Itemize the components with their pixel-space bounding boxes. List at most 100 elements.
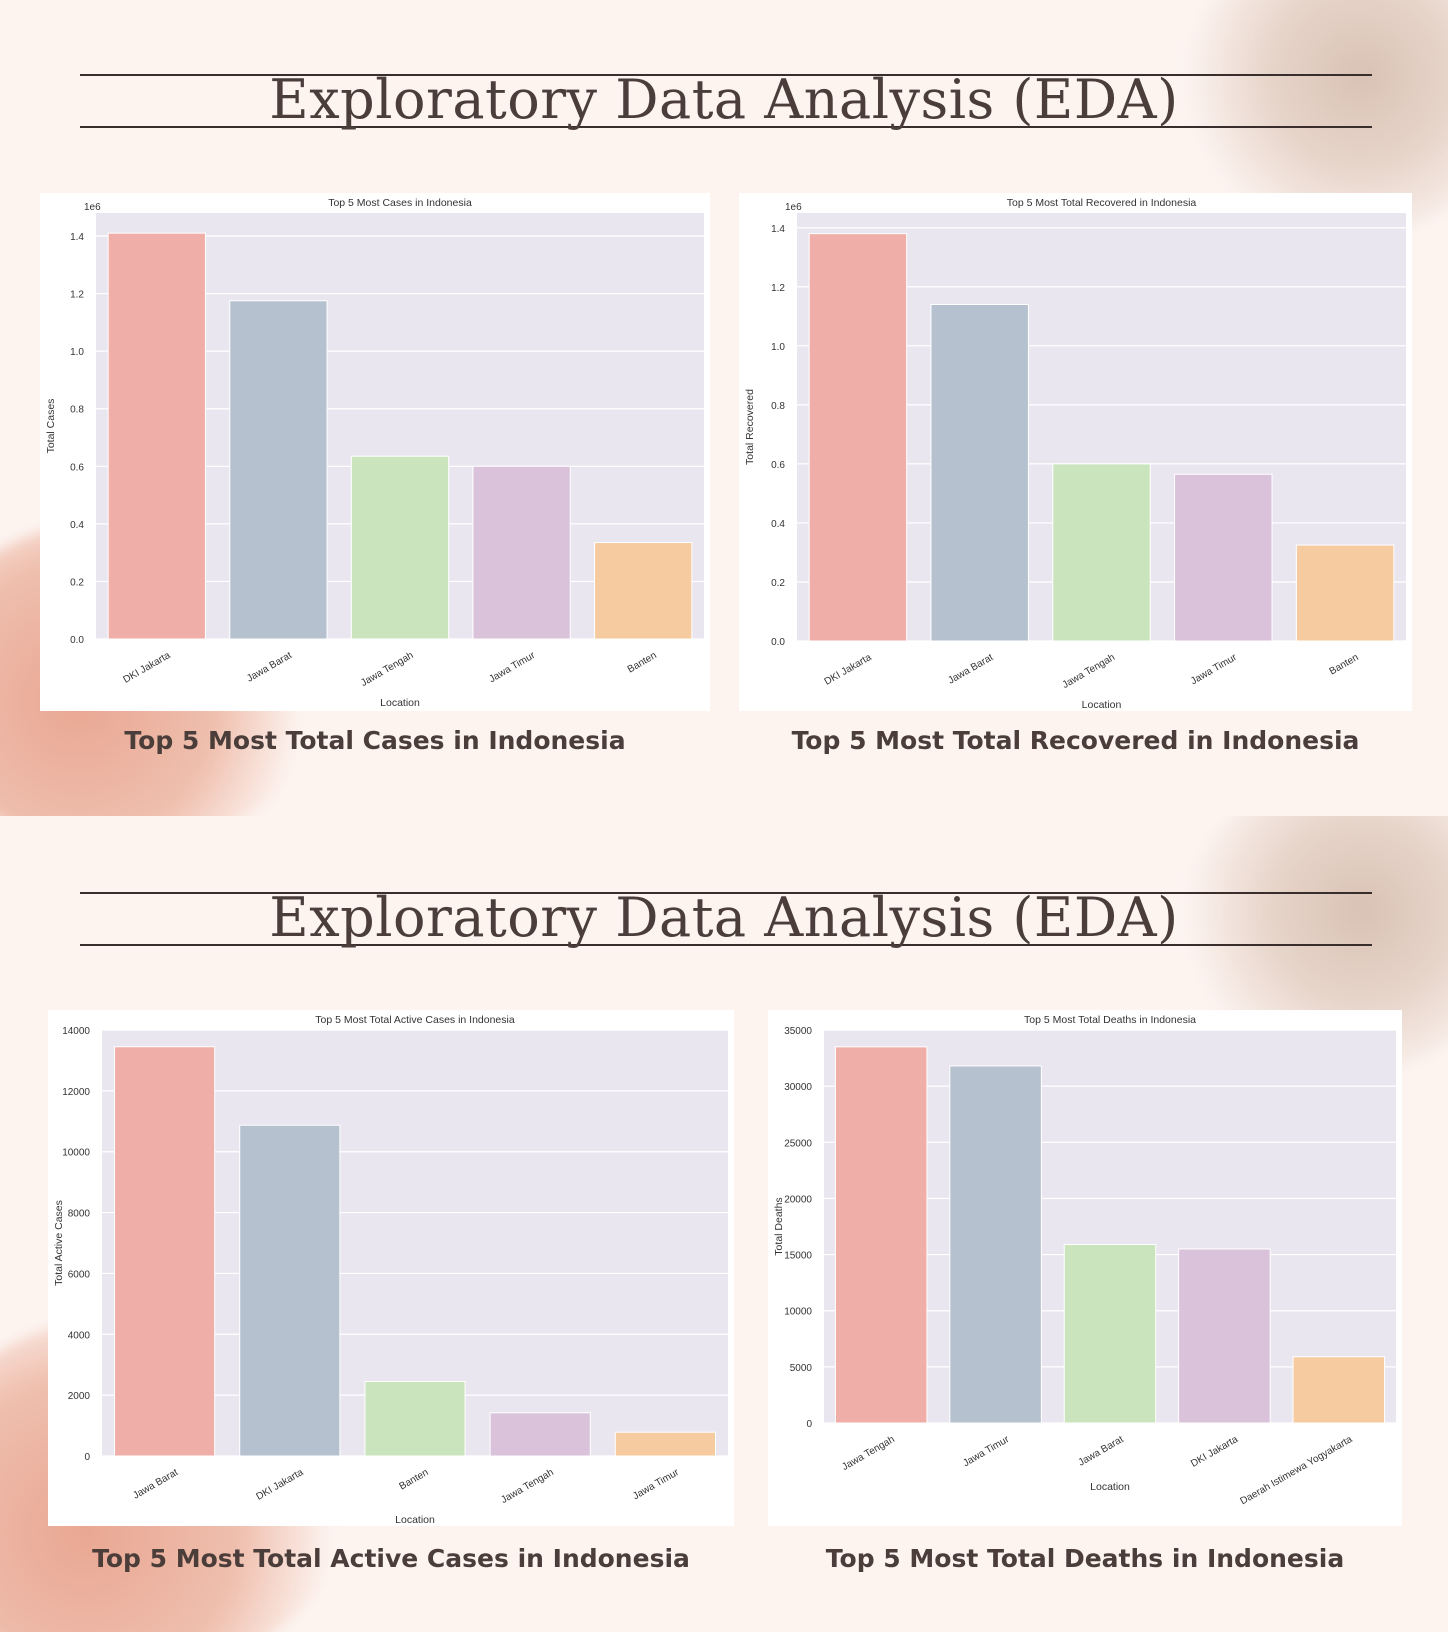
- y-tick-label: 1.4: [771, 224, 785, 235]
- chart-total-recovered: 0.0 0.2 0.4 0.6 0.8 1.0 1.2 1.4 DKI Jakarta Jawa …: [744, 197, 1406, 711]
- chart-title: Top 5 Most Cases in Indonesia: [328, 197, 472, 209]
- heading-rule-top: [80, 892, 1372, 894]
- bar: [107, 232, 206, 640]
- x-tick-label: Jawa Timur: [487, 650, 537, 685]
- y-tick-label: 0.8: [771, 401, 785, 412]
- bar: [364, 1380, 466, 1457]
- x-tick-label: Banten: [1328, 652, 1361, 677]
- y-tick-label: 35000: [784, 1026, 812, 1037]
- x-tick-label: DKI Jakarta: [122, 650, 173, 686]
- slide-1: Exploratory Data Analysis (EDA) 0.0 0.2 0.…: [0, 0, 1448, 816]
- x-tick-label: Jawa Tengah: [499, 1467, 555, 1506]
- x-tick-label: DKI Jakarta: [823, 652, 874, 688]
- chart-title: Top 5 Most Total Deaths in Indonesia: [1024, 1014, 1196, 1026]
- bar: [350, 455, 450, 640]
- y-tick-label: 15000: [784, 1251, 812, 1262]
- x-tick-label: Jawa Barat: [946, 652, 995, 687]
- chart-title: Top 5 Most Total Recovered in Indonesia: [1007, 197, 1197, 209]
- y-tick-label: 25000: [784, 1138, 812, 1149]
- y-axis-label: Total Recovered: [744, 389, 756, 465]
- y-tick-label: 1.0: [771, 342, 785, 353]
- y-tick-label: 20000: [784, 1194, 812, 1205]
- bar: [114, 1046, 216, 1457]
- bar: [930, 304, 1029, 642]
- y-tick-label: 10000: [784, 1307, 812, 1318]
- bar: [834, 1046, 928, 1424]
- chart-caption: Top 5 Most Total Recovered in Indonesia: [791, 726, 1360, 755]
- y-tick-label: 0.6: [70, 462, 84, 473]
- chart-caption: Top 5 Most Total Cases in Indonesia: [124, 726, 626, 755]
- y-axis-label: Total Deaths: [773, 1197, 785, 1255]
- chart-card-total-recovered: 0.0 0.2 0.4 0.6 0.8 1.0 1.2 1.4 DKI Jakarta Jawa …: [739, 193, 1412, 711]
- x-tick-label: Jawa Timur: [961, 1434, 1011, 1469]
- y-tick-label: 0.4: [771, 519, 785, 530]
- slide-2: Exploratory Data Analysis (EDA) 0 2000 400…: [0, 816, 1448, 1632]
- y-tick-label: 1.2: [771, 283, 785, 294]
- chart-caption: Top 5 Most Total Active Cases in Indones…: [92, 1544, 690, 1573]
- chart-active-cases: 0 2000 4000 6000 8000 10000 12000 14000 Jawa Bar…: [53, 1014, 728, 1526]
- chart-card-active-cases: 0 2000 4000 6000 8000 10000 12000 14000 Jawa Bar…: [48, 1010, 734, 1526]
- chart-caption: Top 5 Most Total Deaths in Indonesia: [825, 1544, 1345, 1573]
- y-tick-label: 8000: [68, 1209, 91, 1220]
- x-axis-label: Location: [1090, 1481, 1130, 1493]
- chart-total-cases: 0.0 0.2 0.4 0.6 0.8 1.0 1.2 1.4 DKI Jakarta Jawa …: [45, 197, 704, 709]
- y-tick-label: 1.2: [70, 290, 84, 301]
- x-tick-label: Jawa Tengah: [840, 1434, 896, 1473]
- page-title: Exploratory Data Analysis (EDA): [269, 68, 1179, 131]
- y-tick-label: 0.2: [70, 577, 84, 588]
- bar: [1063, 1243, 1157, 1424]
- bar: [614, 1431, 716, 1457]
- bar: [489, 1412, 591, 1457]
- y-tick-label: 1.4: [70, 232, 84, 243]
- bar: [1178, 1248, 1271, 1424]
- y-tick-label: 30000: [784, 1082, 812, 1093]
- bar: [472, 465, 571, 640]
- y-axis-label: Total Active Cases: [53, 1200, 65, 1286]
- x-tick-label: DKI Jakarta: [255, 1467, 306, 1503]
- chart-total-deaths: 0 5000 10000 15000 20000 25000 30000 35000 Jawa …: [773, 1014, 1396, 1507]
- y-tick-label: 6000: [68, 1269, 91, 1280]
- y-tick-label: 0.0: [771, 637, 785, 648]
- bar: [594, 542, 693, 640]
- x-tick-label: Jawa Timur: [1189, 652, 1239, 687]
- chart-card-total-deaths: 0 5000 10000 15000 20000 25000 30000 35000 Jawa …: [768, 1010, 1402, 1526]
- x-tick-label: Jawa Barat: [131, 1467, 180, 1502]
- x-tick-label: Jawa Timur: [631, 1467, 681, 1502]
- bar: [229, 300, 328, 640]
- bar: [1292, 1356, 1386, 1424]
- y-tick-label: 0.6: [771, 460, 785, 471]
- bar: [1295, 544, 1395, 642]
- x-tick-label: Banten: [398, 1467, 431, 1492]
- y-tick-label: 5000: [790, 1363, 813, 1374]
- y-axis-label: Total Cases: [45, 399, 57, 454]
- axis-offset-label: 1e6: [84, 202, 101, 213]
- x-tick-label: Jawa Tengah: [359, 650, 415, 689]
- bar: [949, 1065, 1042, 1424]
- y-tick-label: 0.8: [70, 405, 84, 416]
- x-tick-label: Daerah Istimewa Yogyakarta: [1239, 1434, 1355, 1507]
- heading-rule-top: [80, 74, 1372, 76]
- chart-title: Top 5 Most Total Active Cases in Indones…: [315, 1014, 515, 1026]
- y-tick-label: 0.4: [70, 520, 84, 531]
- heading-rule-bottom: [80, 944, 1372, 946]
- x-axis-label: Location: [1082, 699, 1122, 711]
- page-title: Exploratory Data Analysis (EDA): [269, 886, 1179, 949]
- x-axis-label: Location: [380, 697, 420, 709]
- y-tick-label: 14000: [62, 1026, 90, 1037]
- bar: [808, 233, 908, 642]
- x-tick-label: Jawa Barat: [245, 650, 294, 685]
- axis-offset-label: 1e6: [785, 202, 802, 213]
- bar: [1174, 473, 1273, 642]
- y-tick-label: 10000: [62, 1148, 90, 1159]
- y-tick-label: 0.0: [70, 635, 84, 646]
- chart-card-total-cases: 0.0 0.2 0.4 0.6 0.8 1.0 1.2 1.4 DKI Jakarta Jawa …: [40, 193, 710, 711]
- y-tick-label: 1.0: [70, 347, 84, 358]
- bar: [239, 1124, 341, 1457]
- x-tick-label: DKI Jakarta: [1189, 1434, 1240, 1470]
- x-tick-label: Jawa Tengah: [1061, 652, 1117, 691]
- bar: [1052, 463, 1151, 642]
- y-tick-label: 12000: [62, 1087, 90, 1098]
- y-tick-label: 0.2: [771, 578, 785, 589]
- heading-rule-bottom: [80, 126, 1372, 128]
- y-tick-label: 0: [806, 1419, 812, 1430]
